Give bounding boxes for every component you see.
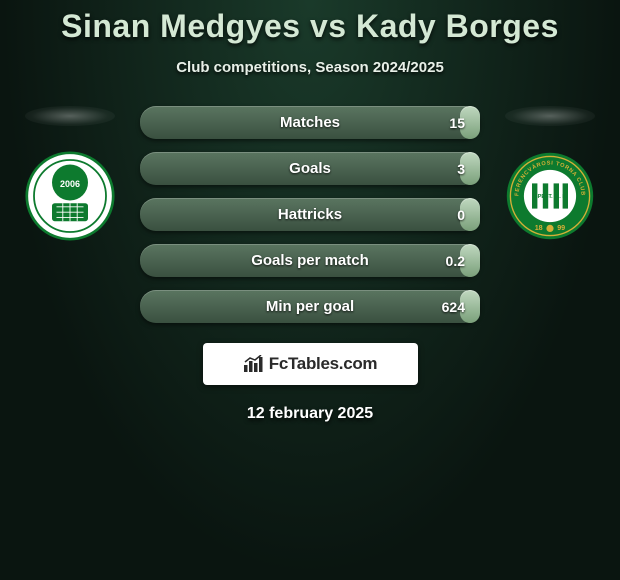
brand-box[interactable]: FcTables.com xyxy=(203,343,418,385)
stat-bar-goals: Goals 3 xyxy=(140,152,480,185)
stat-bar-goals-per-match: Goals per match 0.2 xyxy=(140,244,480,277)
chart-icon xyxy=(243,355,265,373)
stat-bar-matches: Matches 15 xyxy=(140,106,480,139)
date-label: 12 february 2025 xyxy=(0,405,620,423)
stat-right-value: 0 xyxy=(457,207,465,223)
stat-label: Min per goal xyxy=(266,298,354,315)
stat-bar-min-per-goal: Min per goal 624 xyxy=(140,290,480,323)
stat-right-value: 3 xyxy=(457,161,465,177)
stat-label: Goals per match xyxy=(251,252,369,269)
stat-label: Matches xyxy=(280,114,340,131)
stat-right-value: 0.2 xyxy=(446,253,465,269)
stat-right-value: 624 xyxy=(442,299,465,315)
page-title: Sinan Medgyes vs Kady Borges xyxy=(0,8,620,45)
comparison-infographic: Sinan Medgyes vs Kady Borges Club compet… xyxy=(0,0,620,423)
left-player-col: 2006 xyxy=(20,106,120,241)
stat-right-value: 15 xyxy=(449,115,465,131)
ferencvaros-crest-icon: FERENCVÁROSI TORNA CLUB BPEST. IX. K 18 … xyxy=(505,150,595,242)
stat-label: Goals xyxy=(289,160,331,177)
stat-label: Hattricks xyxy=(278,206,342,223)
stats-bars: Matches 15 Goals 3 Hattricks 0 Goals per… xyxy=(140,106,480,323)
svg-text:BPEST. IX. K: BPEST. IX. K xyxy=(534,194,566,200)
stat-bar-hattricks: Hattricks 0 xyxy=(140,198,480,231)
right-player-col: FERENCVÁROSI TORNA CLUB BPEST. IX. K 18 … xyxy=(500,106,600,241)
svg-text:18: 18 xyxy=(535,223,543,232)
brand-label: FcTables.com xyxy=(269,354,378,374)
paksi-crest-icon: 2006 xyxy=(25,151,115,241)
main-row: 2006 Matches 15 xyxy=(0,106,620,323)
subtitle: Club competitions, Season 2024/2025 xyxy=(0,59,620,76)
player-shadow xyxy=(25,106,115,126)
right-club-crest: FERENCVÁROSI TORNA CLUB BPEST. IX. K 18 … xyxy=(505,151,595,241)
left-club-crest: 2006 xyxy=(25,151,115,241)
svg-text:99: 99 xyxy=(557,223,565,232)
svg-text:2006: 2006 xyxy=(60,179,80,189)
player-shadow xyxy=(505,106,595,126)
